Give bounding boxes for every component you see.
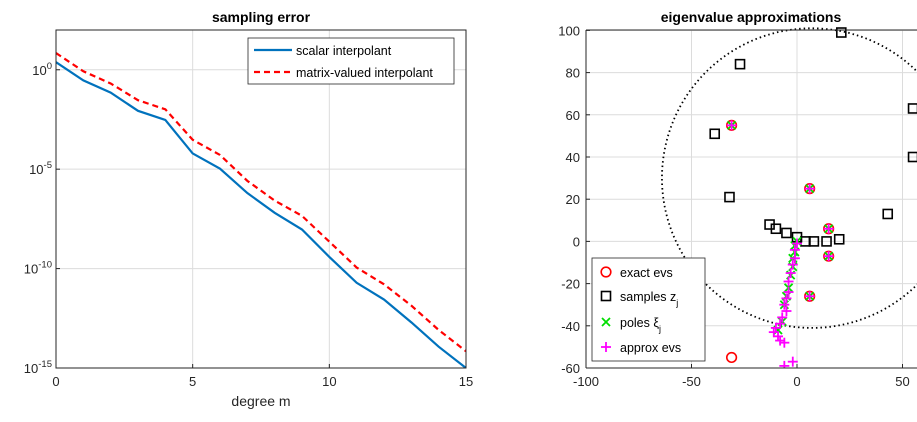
- y-tick-base: 10: [24, 262, 38, 277]
- legend-marker-approx: [601, 342, 611, 352]
- sample-marker: [770, 223, 782, 235]
- x-axis-label-left: degree m: [231, 393, 290, 409]
- ticks-right: -100 -50 0 50 -60 -40 -20 0 20 40 60 80 100: [558, 23, 909, 389]
- x-tick-label-left: 0: [52, 374, 59, 389]
- approx-ev-marker: [823, 251, 834, 262]
- chart-title-left: sampling error: [212, 9, 311, 25]
- sample-marker: [724, 191, 735, 203]
- y-tick-base: 10: [32, 63, 46, 78]
- approx-ev-marker: [783, 287, 794, 298]
- sample-marker: [882, 208, 894, 220]
- approx-ev-marker: [779, 299, 790, 310]
- legend-label-matrix: matrix-valued interpolant: [296, 66, 433, 80]
- approx-ev-marker: [804, 183, 815, 194]
- x-tick-label-left: 5: [189, 374, 196, 389]
- approx-ev-marker: [789, 244, 800, 255]
- sample-marker: [734, 58, 746, 70]
- approx-ev-marker: [777, 312, 788, 323]
- legend-left: scalar interpolant matrix-valued interpo…: [247, 37, 455, 85]
- chart-title-right: eigenvalue approximations: [661, 9, 842, 25]
- legend-right: exact evs samples zj poles ξj approx evs: [591, 257, 706, 362]
- approx-ev-marker: [804, 291, 815, 302]
- legend-box-right: [591, 257, 706, 362]
- scatter-marks-right: [709, 27, 917, 368]
- x-tick-label-left: 10: [322, 374, 336, 389]
- legend-marker-samples: [600, 290, 612, 302]
- y-tick-label-right: 100: [558, 23, 580, 38]
- sample-marker: [907, 103, 917, 114]
- y-tick-label-right: 20: [566, 192, 580, 207]
- sample-marker: [821, 236, 832, 247]
- approx-ev-marker: [787, 259, 798, 270]
- approx-ev-marker: [787, 356, 798, 367]
- y-tick-label-left: 10-5: [29, 160, 52, 177]
- y-tick-label-right: -20: [561, 277, 580, 292]
- y-tick-label-left: 10-10: [24, 260, 52, 277]
- legend-marker-poles: [601, 317, 611, 327]
- legend-label-samples-main: samples z: [620, 290, 676, 304]
- sample-marker: [907, 151, 917, 163]
- x-tick-label-right: -100: [573, 374, 599, 389]
- series-line-scalar: [56, 61, 466, 368]
- y-tick-label-right: 0: [573, 234, 580, 249]
- y-tick-exponent: -10: [38, 260, 52, 271]
- legend-label-poles-sub: j: [658, 324, 661, 334]
- legend-label-approx: approx evs: [620, 341, 681, 355]
- legend-label-poles: poles ξj: [620, 316, 661, 334]
- legend-label-scalar: scalar interpolant: [296, 44, 392, 58]
- y-tick-label-left: 100: [32, 61, 52, 78]
- approx-ev-marker: [789, 253, 800, 264]
- approx-ev-marker: [779, 360, 790, 368]
- approx-ev-marker: [823, 223, 834, 234]
- axes-box-left: [55, 29, 467, 369]
- approx-ev-marker: [781, 293, 792, 304]
- y-tick-label-right: -40: [561, 319, 580, 334]
- approx-ev-marker: [792, 238, 802, 249]
- legend-label-samples: samples zj: [620, 290, 678, 308]
- approx-ev-marker: [781, 306, 792, 317]
- series-lines-left: [56, 52, 466, 368]
- y-tick-label-right: -60: [561, 361, 580, 376]
- exact-ev-marker: [725, 351, 738, 364]
- legend-label-exact: exact evs: [620, 266, 673, 280]
- approx-ev-marker: [785, 268, 796, 279]
- contour-circle: [661, 27, 917, 329]
- sample-marker: [808, 236, 820, 247]
- series-line-matrix: [56, 52, 466, 353]
- y-tick-label-right: 80: [566, 66, 580, 81]
- sampling-circle: [661, 27, 917, 329]
- y-tick-base: 10: [24, 361, 38, 376]
- legend-box-left: [247, 37, 455, 85]
- y-tick-label-left: 10-15: [24, 359, 52, 376]
- x-tick-label-right: -50: [682, 374, 701, 389]
- y-tick-label-right: 60: [566, 108, 580, 123]
- y-tick-exponent: -15: [38, 359, 52, 370]
- y-tick-exponent: -5: [44, 160, 52, 171]
- x-tick-label-right: 50: [895, 374, 909, 389]
- sample-marker: [781, 227, 792, 239]
- legend-label-poles-main: poles ξ: [620, 316, 659, 330]
- legend-marker-exact: [600, 266, 612, 278]
- x-tick-label-left: 15: [459, 374, 473, 389]
- sample-marker: [709, 128, 721, 140]
- y-tick-exponent: 0: [47, 61, 52, 72]
- sample-marker: [836, 27, 847, 38]
- x-tick-label-right: 0: [793, 374, 800, 389]
- approx-ev-marker: [775, 335, 786, 346]
- panel-eigenvalues: -100 -50 0 50 -60 -40 -20 0 20 40 60 80 100 eigenval…: [558, 9, 917, 389]
- y-tick-label-right: 40: [566, 150, 580, 165]
- sample-marker: [833, 233, 845, 245]
- legend-label-samples-sub: j: [675, 298, 678, 308]
- approx-ev-marker: [726, 120, 737, 131]
- approx-ev-marker: [783, 276, 794, 287]
- y-tick-base: 10: [29, 162, 43, 177]
